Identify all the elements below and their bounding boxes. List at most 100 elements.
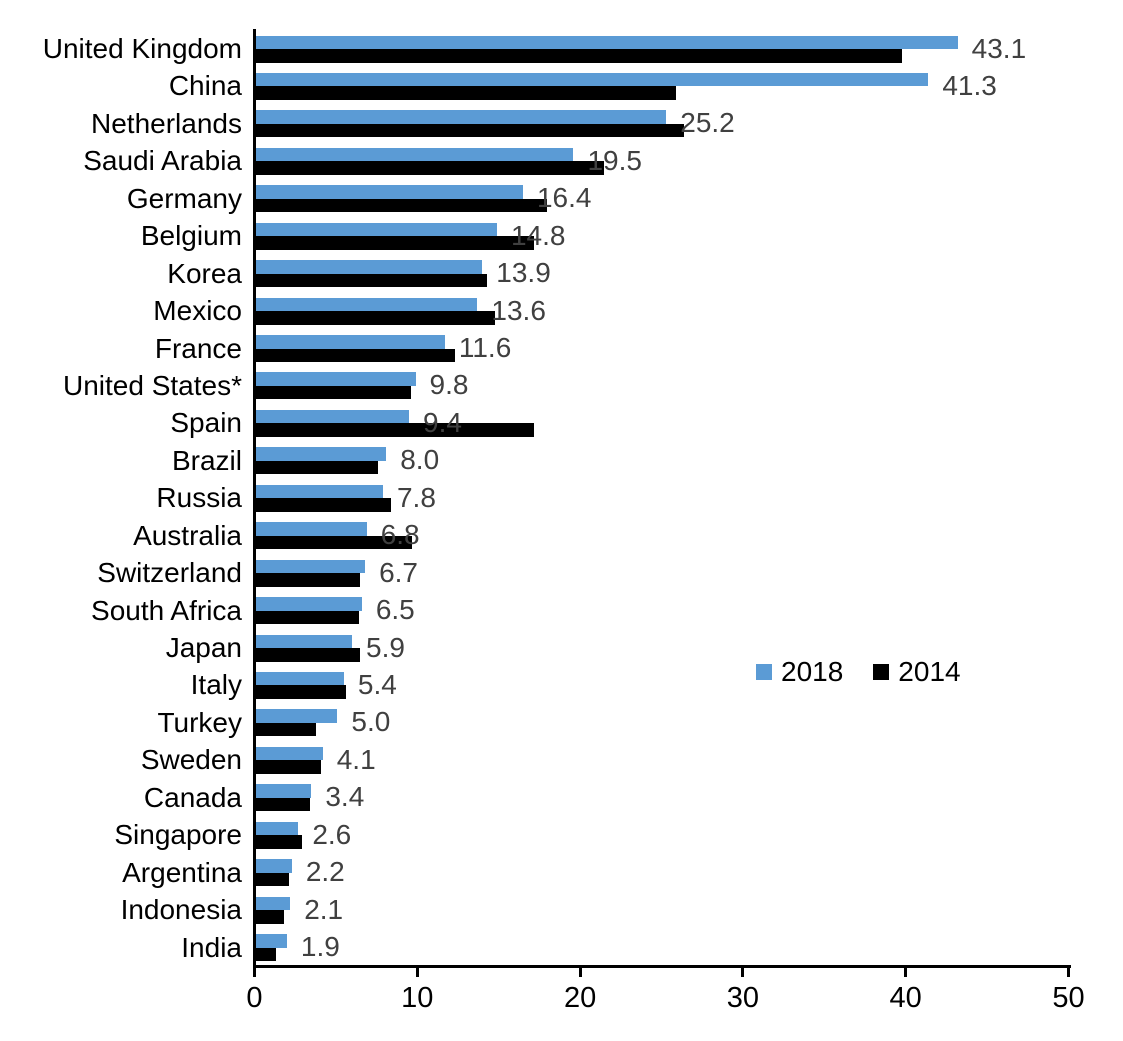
category-label: France [154, 332, 242, 364]
chart-row: Germany 16.4 [0, 180, 1123, 217]
bar-2018 [256, 72, 929, 87]
x-axis-tick-label: 0 [246, 982, 263, 1014]
bar-2014 [256, 797, 310, 812]
chart-row: United Kingdom 43.1 [0, 30, 1123, 67]
value-label: 14.8 [510, 219, 566, 251]
bar-2014 [256, 722, 317, 737]
bar-2014 [256, 835, 302, 849]
category-label: Korea [167, 257, 242, 289]
value-label: 2.1 [304, 893, 344, 925]
legend-entry-2014: 2014 [873, 656, 961, 688]
chart-row: Indonesia 2.1 [0, 891, 1123, 928]
category-label: Argentina [122, 856, 242, 888]
bar-2018 [256, 597, 362, 611]
bar-2014 [256, 947, 276, 962]
chart-row: Japan 5.9 [0, 629, 1123, 666]
bar-2014 [256, 161, 605, 175]
x-axis-tick [741, 968, 745, 977]
category-label: Sweden [140, 744, 242, 776]
chart-row: United States* 9.8 [0, 367, 1123, 404]
value-label: 4.1 [336, 743, 376, 775]
category-label: Singapore [114, 819, 242, 851]
category-label: Netherlands [91, 107, 242, 139]
legend: 2018 2014 [756, 656, 961, 688]
bar-2018 [256, 709, 338, 723]
value-label: 19.5 [587, 144, 642, 176]
x-axis-tick [1067, 968, 1070, 977]
bar-2018 [256, 372, 416, 386]
bar-2014 [256, 685, 346, 699]
bar-2018 [256, 35, 958, 49]
value-label: 41.3 [942, 69, 997, 101]
category-label: United States* [63, 369, 242, 401]
value-label: 11.6 [458, 332, 512, 364]
category-label: Indonesia [120, 894, 242, 926]
category-label: Germany [126, 182, 242, 214]
bar-2014 [256, 872, 289, 887]
chart-row: Netherlands 25.2 [0, 105, 1123, 142]
bar-2014 [256, 385, 411, 400]
y-axis-line [253, 29, 256, 968]
bar-2014 [256, 348, 455, 363]
bar-2018 [256, 784, 312, 798]
bar-2018 [256, 409, 410, 424]
x-axis-tick-label: 20 [563, 982, 597, 1014]
bar-2014 [256, 311, 496, 325]
value-label: 8.0 [400, 444, 440, 476]
category-label: Italy [190, 669, 242, 701]
bar-2018 [256, 260, 483, 274]
value-label: 6.7 [379, 556, 418, 588]
value-label: 9.8 [429, 369, 469, 401]
bar-2018 [256, 634, 353, 649]
chart-row: Mexico 13.6 [0, 292, 1123, 329]
category-label: Canada [143, 781, 242, 813]
bar-2018 [256, 559, 366, 574]
bar-2014 [256, 273, 488, 288]
category-label: Switzerland [97, 557, 242, 589]
value-label: 13.6 [491, 294, 546, 326]
chart-row: India 1.9 [0, 929, 1123, 966]
value-label: 3.4 [325, 781, 365, 813]
bar-2018 [256, 934, 287, 948]
category-label: South Africa [91, 594, 242, 626]
category-label: United Kingdom [42, 33, 242, 64]
value-label: 2.6 [312, 818, 352, 850]
category-label: China [168, 70, 242, 102]
value-label: 9.4 [423, 406, 462, 438]
value-label: 6.8 [380, 519, 420, 551]
bar-2018 [256, 147, 574, 162]
bar-2014 [256, 236, 535, 250]
bar-2014 [256, 423, 535, 437]
chart-row: Turkey 5.0 [0, 704, 1123, 741]
chart-row: Switzerland 6.7 [0, 554, 1123, 591]
bar-2018 [256, 297, 478, 312]
bar-2018 [256, 335, 445, 349]
chart-row: Sweden 4.1 [0, 741, 1123, 778]
bar-2018 [256, 859, 292, 873]
bar-2018 [256, 110, 667, 124]
bar-2014 [256, 86, 677, 100]
bar-2014 [256, 460, 379, 475]
bar-2014 [256, 910, 284, 924]
bar-2018 [256, 746, 323, 761]
bar-2014 [256, 198, 548, 213]
category-label: Turkey [157, 706, 242, 738]
chart-row: Belgium 14.8 [0, 217, 1123, 254]
chart-row: Saudi Arabia 19.5 [0, 142, 1123, 179]
bar-2014 [256, 648, 361, 662]
bar-2014 [256, 535, 413, 550]
bar-2014 [256, 49, 903, 63]
x-axis-tick [415, 968, 419, 977]
x-axis-tick-label: 10 [401, 982, 434, 1014]
bar-2014 [256, 123, 685, 138]
chart-row: Argentina 2.2 [0, 854, 1123, 891]
chart-row: China 41.3 [0, 67, 1123, 104]
x-axis-tick [904, 968, 908, 977]
x-axis-line [253, 965, 1071, 968]
category-label: India [181, 931, 242, 963]
value-label: 6.5 [375, 594, 415, 626]
bar-2014 [256, 610, 359, 625]
chart-row: Italy 5.4 [0, 666, 1123, 703]
x-axis-tick-label: 40 [889, 982, 922, 1014]
